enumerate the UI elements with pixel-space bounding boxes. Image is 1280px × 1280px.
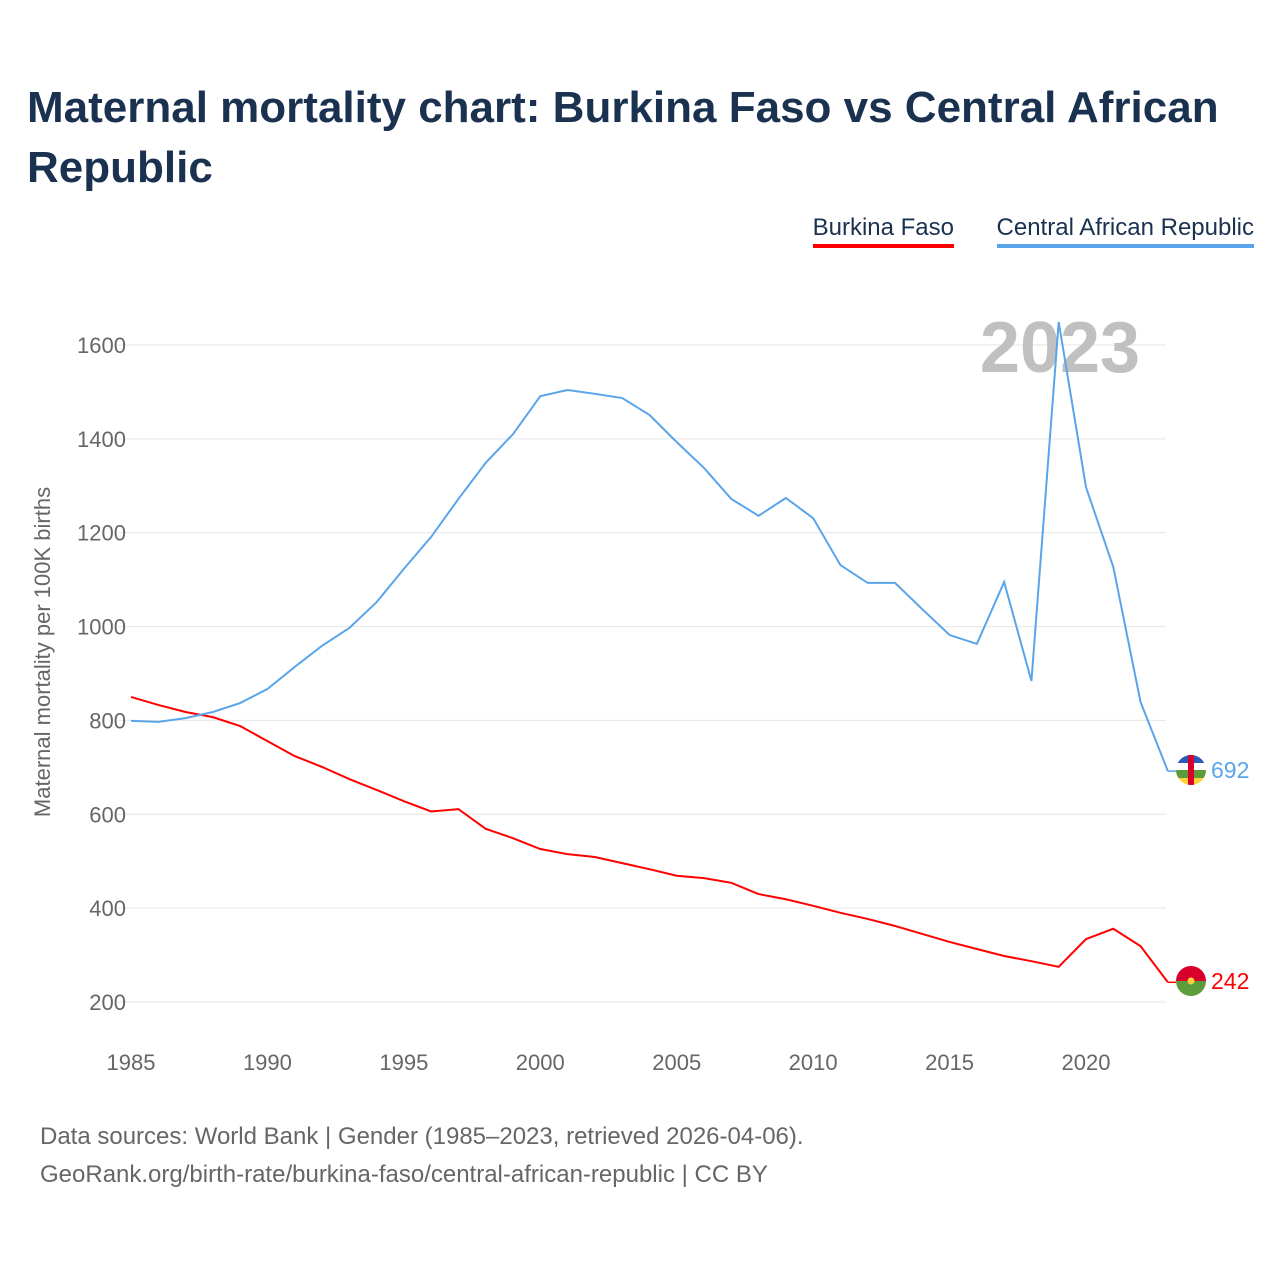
series-line-burkina-faso [130, 696, 1169, 983]
y-tick-label: 200 [89, 990, 126, 1015]
series-line-central-african-republic [130, 321, 1169, 772]
flag-burkina-faso-icon [1176, 966, 1206, 996]
y-tick-label: 1400 [77, 427, 126, 452]
y-axis-label: Maternal mortality per 100K births [30, 487, 55, 817]
x-tick-label: 2010 [789, 1050, 838, 1075]
end-label-central-african-republic: 692 [1211, 757, 1249, 783]
legend-central-african-republic[interactable]: Central African Republic [996, 214, 1254, 248]
chart-title: Maternal mortality chart: Burkina Faso v… [27, 83, 1219, 192]
x-tick-label: 2005 [652, 1050, 701, 1075]
x-tick-label: 1995 [379, 1050, 428, 1075]
source-note: Data sources: World Bank | Gender (1985–… [40, 1118, 804, 1194]
x-tick-label: 1985 [107, 1050, 156, 1075]
year-watermark: 2023 [980, 308, 1140, 388]
x-tick-label: 2020 [1062, 1050, 1111, 1075]
legend-burkina-faso[interactable]: Burkina Faso [812, 214, 954, 248]
source-line-2[interactable]: GeoRank.org/birth-rate/burkina-faso/cent… [40, 1161, 768, 1188]
x-tick-label: 2015 [925, 1050, 974, 1075]
y-tick-label: 400 [89, 896, 126, 921]
source-line-1: Data sources: World Bank | Gender (1985–… [40, 1123, 804, 1150]
end-label-burkina-faso: 242 [1211, 968, 1249, 994]
y-tick-label: 1000 [77, 615, 126, 640]
y-tick-label: 600 [89, 802, 126, 827]
y-tick-label: 1600 [77, 333, 126, 358]
x-tick-label: 2000 [516, 1050, 565, 1075]
y-tick-label: 800 [89, 708, 126, 733]
y-tick-label: 1200 [77, 521, 126, 546]
flag-central-african-republic-icon [1176, 755, 1206, 785]
x-tick-label: 1990 [243, 1050, 292, 1075]
